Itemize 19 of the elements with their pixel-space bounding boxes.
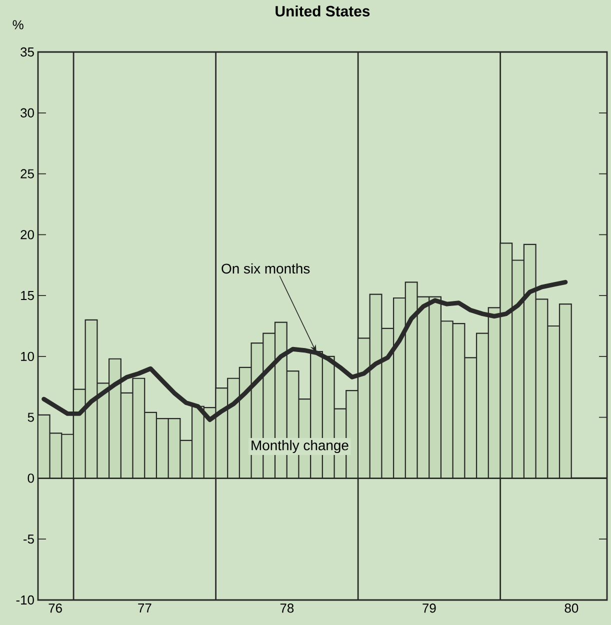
y-tick-label: 0	[28, 474, 34, 483]
y-tick-label: -10	[16, 595, 34, 605]
x-tick-label: 77	[138, 604, 152, 612]
chart-title: United States	[276, 6, 370, 16]
y-tick-label: -5	[24, 534, 34, 544]
y-tick-label: 15	[21, 291, 34, 300]
x-tick-label: 80	[564, 604, 578, 613]
y-tick-label: 5	[28, 412, 34, 422]
y-tick-label: 10	[21, 352, 34, 362]
y-tick-label: 30	[20, 108, 34, 118]
text: On six months	[222, 263, 310, 274]
y-tick-label: 25	[20, 169, 34, 178]
x-tick-label: 78	[280, 604, 294, 613]
y-axis-title: %	[12, 20, 24, 30]
y-tick-label: 35	[20, 47, 34, 57]
y-tick-label: 20	[20, 230, 34, 240]
series-label: Monthly change	[252, 440, 348, 454]
x-tick-label: 79	[422, 604, 436, 613]
x-tick-label: 76	[48, 604, 62, 613]
